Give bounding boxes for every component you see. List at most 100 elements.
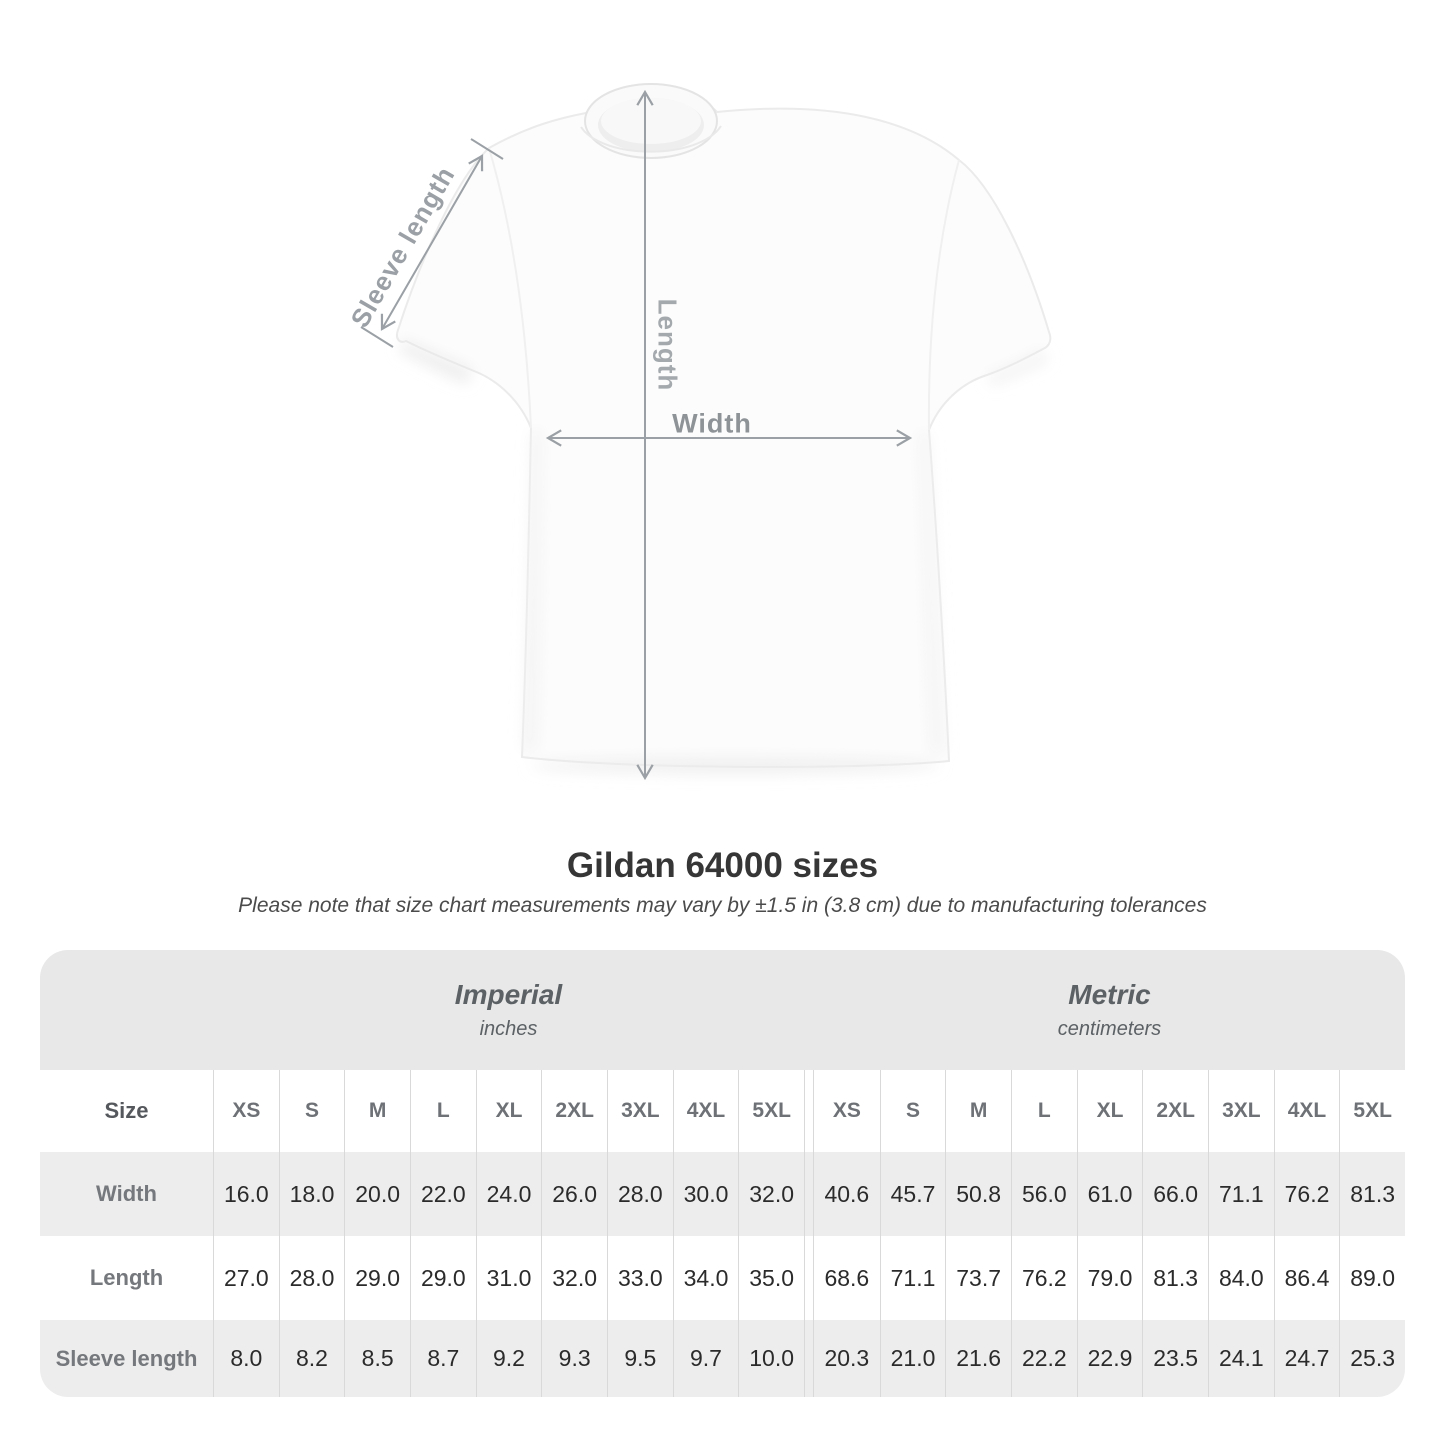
table-cell: 20.0 [344, 1152, 410, 1236]
width-label: Width [672, 408, 752, 439]
table-cell: 35.0 [738, 1236, 804, 1320]
size-column-header: 3XL [1207, 1070, 1274, 1152]
table-cell: 21.0 [879, 1320, 946, 1397]
size-column-header: 3XL [606, 1070, 673, 1152]
table-cell: 61.0 [1076, 1152, 1143, 1236]
tshirt-shading [398, 340, 1049, 774]
length-label: Length [652, 298, 683, 392]
table-cell: 9.2 [475, 1320, 542, 1397]
table-cell: 68.6 [813, 1236, 880, 1320]
table-cell: 31.0 [475, 1236, 542, 1320]
table-cell: 8.5 [344, 1320, 410, 1397]
table-cell: 40.6 [813, 1152, 880, 1236]
table-cell: 32.0 [541, 1236, 607, 1320]
table-cell: 9.3 [541, 1320, 607, 1397]
page-title: Gildan 64000 sizes [566, 846, 879, 885]
column-divider [803, 1152, 814, 1236]
table-cell: 34.0 [672, 1236, 739, 1320]
table-cell: 23.5 [1142, 1320, 1208, 1397]
table-cell: 26.0 [541, 1152, 607, 1236]
tshirt-image [360, 83, 1052, 781]
table-cell: 9.5 [606, 1320, 673, 1397]
size-column-header: L [409, 1070, 476, 1152]
table-cell: 10.0 [738, 1320, 804, 1397]
collar-graphic [580, 83, 722, 159]
table-cell: 21.6 [945, 1320, 1011, 1397]
metric-header: Metric centimeters [813, 950, 1405, 1070]
table-cell: 22.2 [1010, 1320, 1077, 1397]
table-cell: 73.7 [945, 1236, 1011, 1320]
table-cell: 84.0 [1207, 1236, 1274, 1320]
table-cell: 25.3 [1339, 1320, 1405, 1397]
table-cell: 29.0 [344, 1236, 410, 1320]
size-column-header: 4XL [1273, 1070, 1340, 1152]
size-column-header: 2XL [541, 1070, 607, 1152]
header-spacer-left [40, 950, 213, 1070]
table-cell: 50.8 [945, 1152, 1011, 1236]
table-cell: 24.1 [1207, 1320, 1274, 1397]
size-column-header: XL [1076, 1070, 1143, 1152]
size-corner-label: Size [40, 1070, 213, 1152]
size-column-header: S [278, 1070, 345, 1152]
table-cell: 28.0 [278, 1236, 345, 1320]
table-cell: 28.0 [606, 1152, 673, 1236]
table-cell: 18.0 [278, 1152, 345, 1236]
table-cell: 8.0 [213, 1320, 279, 1397]
row-label-sleeve-length: Sleeve length [40, 1320, 213, 1397]
column-divider [803, 1236, 814, 1320]
table-cell: 81.3 [1142, 1236, 1208, 1320]
column-divider [803, 1320, 814, 1397]
table-cell: 66.0 [1142, 1152, 1208, 1236]
table-cell: 81.3 [1339, 1152, 1405, 1236]
table-cell: 22.9 [1076, 1320, 1143, 1397]
table-cell: 20.3 [813, 1320, 880, 1397]
table-cell: 33.0 [606, 1236, 673, 1320]
table-cell: 71.1 [1207, 1152, 1274, 1236]
measurement-arrows [360, 89, 913, 781]
imperial-header: Imperial inches [213, 950, 804, 1070]
right-sleeve-seam [927, 159, 960, 431]
table-cell: 27.0 [213, 1236, 279, 1320]
table-cell: 71.1 [879, 1236, 946, 1320]
table-cell: 32.0 [738, 1152, 804, 1236]
table-cell: 29.0 [409, 1236, 476, 1320]
table-cell: 16.0 [213, 1152, 279, 1236]
row-label-width: Width [40, 1152, 213, 1236]
size-column-header: M [945, 1070, 1011, 1152]
table-cell: 56.0 [1010, 1152, 1077, 1236]
table-cell: 45.7 [879, 1152, 946, 1236]
imperial-header-label: Imperial [454, 979, 563, 1010]
size-column-header: XL [475, 1070, 542, 1152]
size-column-header: 5XL [1339, 1070, 1405, 1152]
size-column-header: L [1010, 1070, 1077, 1152]
sleeve-length-arrow [380, 154, 484, 331]
row-label-length: Length [40, 1236, 213, 1320]
size-column-header: XS [213, 1070, 279, 1152]
metric-header-unit: centimeters [1057, 1018, 1162, 1040]
table-cell: 8.2 [278, 1320, 345, 1397]
header-spacer-middle [803, 950, 814, 1070]
table-cell: 79.0 [1076, 1236, 1143, 1320]
table-cell: 8.7 [409, 1320, 476, 1397]
size-column-header: 5XL [738, 1070, 804, 1152]
size-column-header: S [879, 1070, 946, 1152]
size-column-header: XS [813, 1070, 880, 1152]
tolerance-note: Please note that size chart measurements… [238, 894, 1207, 917]
sleeve-arrow-cap-bottom [360, 326, 394, 348]
table-cell: 24.0 [475, 1152, 542, 1236]
table-cell: 24.7 [1273, 1320, 1340, 1397]
table-cell: 76.2 [1273, 1152, 1340, 1236]
table-cell: 9.7 [672, 1320, 739, 1397]
table-cell: 30.0 [672, 1152, 739, 1236]
size-column-header: 4XL [672, 1070, 739, 1152]
table-cell: 86.4 [1273, 1236, 1340, 1320]
table-cell: 22.0 [409, 1152, 476, 1236]
size-table: Imperial inches Metric centimeters Size … [40, 950, 1405, 1397]
size-column-header: M [344, 1070, 410, 1152]
imperial-header-unit: inches [479, 1018, 538, 1040]
size-column-header: 2XL [1142, 1070, 1208, 1152]
table-cell: 89.0 [1339, 1236, 1405, 1320]
metric-header-label: Metric [1068, 979, 1151, 1010]
table-cell: 76.2 [1010, 1236, 1077, 1320]
